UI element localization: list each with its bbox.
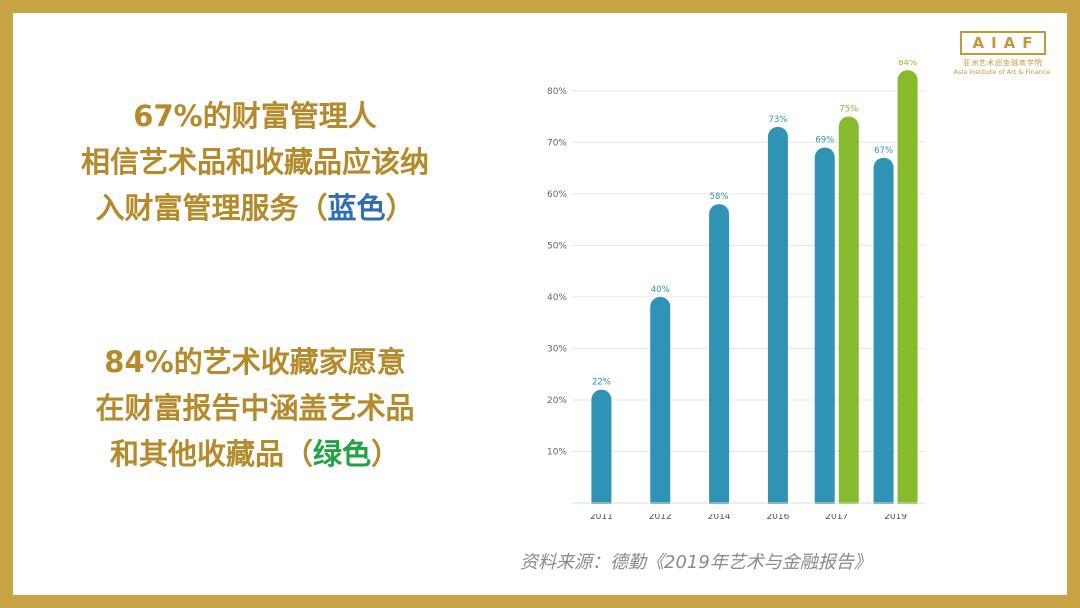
y-tick-label: 50% <box>547 241 567 251</box>
statement2-line1: 84%的艺术收藏家愿意 <box>104 345 406 379</box>
x-tick-label: 2011 <box>590 512 613 522</box>
x-tick-label: 2016 <box>766 512 789 522</box>
x-tick-label: 2019 <box>884 512 907 522</box>
y-tick-label: 40% <box>547 293 567 303</box>
bar-value-label: 73% <box>768 115 787 125</box>
bar-2017-series1 <box>814 147 835 513</box>
statement-collectors: 84%的艺术收藏家愿意 在财富报告中涵盖艺术品 和其他收藏品（绿色） <box>20 339 490 477</box>
statement1-line2: 相信艺术品和收藏品应该纳 <box>80 145 429 179</box>
bar-2012-series1 <box>650 296 671 513</box>
bar-2019-series1 <box>873 157 894 513</box>
bar-2014-series1 <box>709 204 730 514</box>
bar-value-label: 22% <box>592 378 611 388</box>
statement1-line3-suffix: ） <box>385 191 415 225</box>
y-tick-label: 20% <box>547 396 567 406</box>
statement1-color-word: 蓝色 <box>327 191 386 225</box>
x-tick-label: 2017 <box>825 512 848 522</box>
x-tick-label: 2014 <box>708 512 731 522</box>
bar-2016-series1 <box>767 126 788 513</box>
y-tick-label: 60% <box>547 190 567 200</box>
bar-2019-series2 <box>897 70 918 513</box>
y-tick-label: 10% <box>547 447 567 457</box>
bar-2017-series2 <box>838 116 859 513</box>
source-note: 资料来源：德勤《2019年艺术与金融报告》 <box>520 552 872 573</box>
bar-value-label: 75% <box>839 105 858 115</box>
statement2-line3: 和其他收藏品（绿色） <box>20 431 490 477</box>
statement1-line3: 入财富管理服务（蓝色） <box>20 185 490 231</box>
statement-wealth-managers: 67%的财富管理人 相信艺术品和收藏品应该纳 入财富管理服务（蓝色） <box>20 93 490 231</box>
bar-value-label: 58% <box>710 192 729 202</box>
statement2-line2: 在财富报告中涵盖艺术品 <box>95 391 415 425</box>
bar-chart: 10% 20% 30% 40% 50% 60% 70% 80% 22% 2011 40% 2012 58… <box>547 60 925 522</box>
y-tick-label: 30% <box>547 344 567 354</box>
logo-english-name: Asia Institute of Art & Finance <box>953 68 1051 76</box>
statement2-color-word: 绿色 <box>312 437 371 471</box>
baseline-mask <box>572 504 925 514</box>
aiaf-logo: AIAF <box>960 31 1046 55</box>
statement1-line1: 67%的财富管理人 <box>133 99 377 133</box>
statement1-line3-prefix: 入财富管理服务（ <box>95 191 328 225</box>
bar-2011-series1 <box>591 389 612 513</box>
bar-value-label: 69% <box>815 135 834 145</box>
x-tick-label: 2012 <box>649 512 672 522</box>
y-tick-label: 70% <box>547 138 567 148</box>
statement2-line3-prefix: 和其他收藏品（ <box>109 437 313 471</box>
y-tick-label: 80% <box>547 87 567 97</box>
logo-chinese-name: 亚洲艺术品金融商学院 <box>963 59 1043 67</box>
statement2-line3-suffix: ） <box>371 437 401 471</box>
bar-value-label: 84% <box>898 60 917 68</box>
bar-value-label: 40% <box>651 285 670 295</box>
bar-value-label: 67% <box>874 146 893 156</box>
